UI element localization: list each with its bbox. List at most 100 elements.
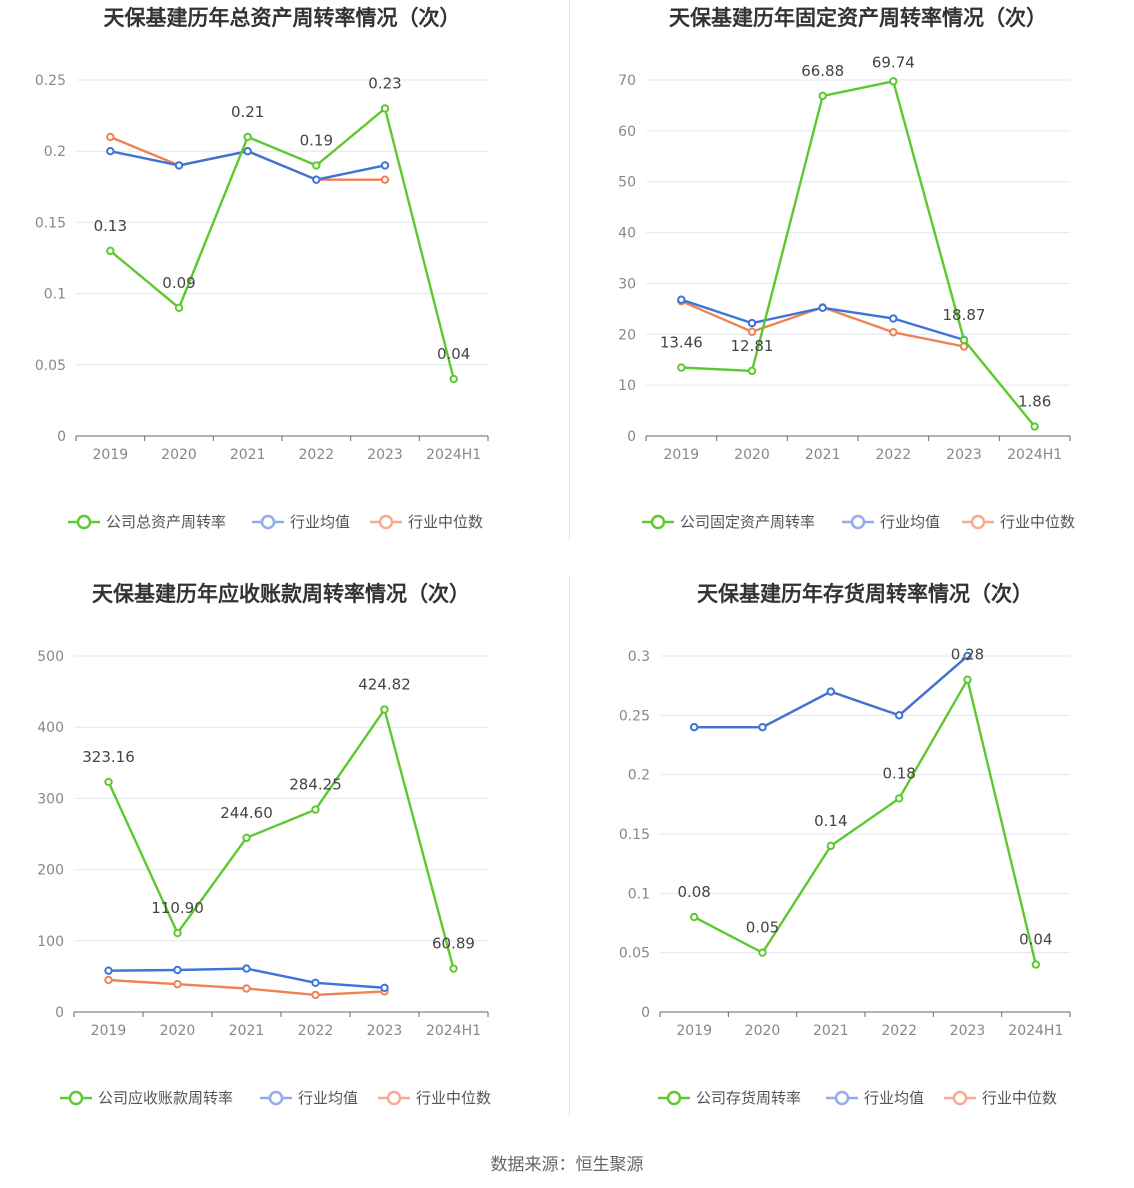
legend-marker-icon [666, 1090, 682, 1106]
data-point-median[interactable] [242, 984, 251, 993]
chart-fixed-assets-turnover: 天保基建历年固定资产周转率情况（次） 0 10 20 30 40 50 60 70 2019 202… [618, 6, 1075, 531]
legend-item-median[interactable]: 行业中位数 [962, 513, 1075, 531]
x-tick-label: 2023 [367, 447, 403, 463]
y-tick-label: 400 [37, 720, 64, 736]
data-point-median[interactable] [106, 132, 115, 142]
data-point-avg[interactable] [380, 983, 389, 992]
y-tick-label: 300 [37, 791, 64, 807]
data-point-avg[interactable] [104, 966, 113, 975]
data-point-company[interactable] [963, 675, 972, 684]
legend-item-company[interactable]: 公司存货周转率 [658, 1089, 801, 1107]
data-point-median[interactable] [380, 175, 390, 184]
data-point-company[interactable] [959, 335, 969, 345]
data-point-avg[interactable] [106, 147, 115, 156]
data-point-company[interactable] [174, 303, 184, 313]
data-point-median[interactable] [311, 990, 320, 1000]
data-point-company[interactable] [826, 841, 836, 851]
data-point-company[interactable] [758, 948, 767, 957]
data-point-company[interactable] [677, 363, 686, 372]
data-point-company[interactable] [243, 132, 252, 142]
y-tick-label: 0.05 [35, 358, 66, 374]
data-point-avg[interactable] [312, 175, 321, 184]
data-point-avg[interactable] [689, 723, 699, 732]
chart-panel-inventory: 天保基建历年存货周转率情况（次） 0 0.05 0.1 0.15 0.2 0.25 0.3 20… [567, 576, 1134, 1152]
x-tick-label: 2024H1 [1008, 1023, 1063, 1039]
legend-item-avg[interactable]: 行业均值 [252, 513, 350, 531]
data-point-avg[interactable] [243, 147, 252, 156]
data-point-avg[interactable] [818, 303, 827, 313]
data-label: 0.18 [882, 764, 915, 782]
data-point-company[interactable] [889, 77, 898, 86]
y-tick-label: 70 [618, 73, 636, 89]
data-point-company[interactable] [312, 161, 321, 170]
data-point-median[interactable] [104, 975, 113, 985]
chart-canvas: 天保基建历年固定资产周转率情况（次） 0 10 20 30 40 50 60 70 2019 202… [618, 6, 1075, 531]
x-tick-label: 2019 [676, 1023, 712, 1039]
data-point-avg[interactable] [963, 651, 972, 661]
data-label: 0.04 [1019, 931, 1052, 949]
x-tick-label: 2022 [298, 1023, 334, 1039]
data-label: 18.87 [943, 306, 986, 324]
data-point-avg[interactable] [747, 318, 757, 328]
data-point-company[interactable] [1031, 960, 1041, 969]
data-point-company[interactable] [689, 912, 699, 922]
data-point-company[interactable] [449, 964, 458, 973]
y-tick-label: 100 [37, 934, 64, 950]
data-point-avg[interactable] [758, 723, 767, 732]
chart-panel-receivables: 天保基建历年应收账款周转率情况（次） 0 100 200 300 400 500 2019 20… [0, 576, 567, 1152]
data-point-company[interactable] [894, 794, 904, 803]
chart-title: 天保基建历年应收账款周转率情况（次） [92, 582, 470, 606]
legend-item-company[interactable]: 公司总资产周转率 [68, 513, 226, 531]
data-label: 323.16 [82, 748, 135, 766]
legend-item-avg[interactable]: 行业均值 [842, 513, 940, 531]
data-point-median[interactable] [889, 328, 898, 337]
data-point-company[interactable] [380, 104, 390, 113]
data-point-avg[interactable] [889, 314, 898, 323]
data-label: 0.08 [677, 883, 710, 901]
y-tick-label: 0.05 [619, 946, 650, 962]
data-point-avg[interactable] [380, 161, 390, 170]
data-point-company[interactable] [242, 833, 251, 843]
data-point-company[interactable] [1030, 422, 1039, 431]
legend-item-median[interactable]: 行业中位数 [378, 1089, 491, 1107]
data-point-avg[interactable] [677, 295, 686, 304]
data-label: 0.04 [437, 345, 470, 363]
chart-canvas: 天保基建历年应收账款周转率情况（次） 0 100 200 300 400 500 2019 20… [37, 582, 491, 1107]
series-line-company [107, 708, 455, 969]
legend-label: 行业均值 [864, 1089, 924, 1107]
data-point-avg[interactable] [311, 978, 320, 988]
legend-item-company[interactable]: 公司应收账款周转率 [60, 1089, 233, 1107]
data-point-avg[interactable] [826, 687, 836, 696]
data-point-median[interactable] [173, 980, 182, 989]
x-tick-label: 2023 [946, 447, 982, 463]
data-label: 0.13 [94, 217, 127, 235]
legend-marker-icon [260, 514, 276, 530]
y-tick-label: 40 [618, 226, 636, 242]
data-point-company[interactable] [104, 777, 113, 787]
data-point-company[interactable] [449, 374, 458, 384]
data-point-company[interactable] [380, 705, 389, 714]
x-tick-label: 2024H1 [426, 1023, 481, 1039]
chart-title: 天保基建历年存货周转率情况（次） [697, 582, 1033, 606]
data-point-avg[interactable] [173, 965, 182, 975]
data-point-company[interactable] [747, 366, 757, 376]
legend-item-median[interactable]: 行业中位数 [944, 1089, 1057, 1107]
data-label: 0.09 [162, 274, 195, 292]
data-point-avg[interactable] [242, 964, 251, 973]
data-point-company[interactable] [818, 91, 827, 101]
data-point-avg[interactable] [174, 161, 184, 170]
y-tick-label: 50 [618, 175, 636, 191]
data-point-company[interactable] [173, 928, 182, 938]
data-point-avg[interactable] [894, 711, 904, 720]
legend-item-avg[interactable]: 行业均值 [260, 1089, 358, 1107]
legend-item-avg[interactable]: 行业均值 [826, 1089, 924, 1107]
y-tick-label: 0.1 [44, 287, 66, 303]
data-point-median[interactable] [747, 327, 757, 336]
legend-item-company[interactable]: 公司固定资产周转率 [642, 513, 815, 531]
data-point-company[interactable] [311, 805, 320, 814]
legend-item-median[interactable]: 行业中位数 [370, 513, 483, 531]
x-tick-label: 2022 [299, 447, 335, 463]
y-tick-label: 0.25 [35, 73, 66, 89]
x-tick-label: 2024H1 [1007, 447, 1062, 463]
data-point-company[interactable] [106, 246, 115, 256]
